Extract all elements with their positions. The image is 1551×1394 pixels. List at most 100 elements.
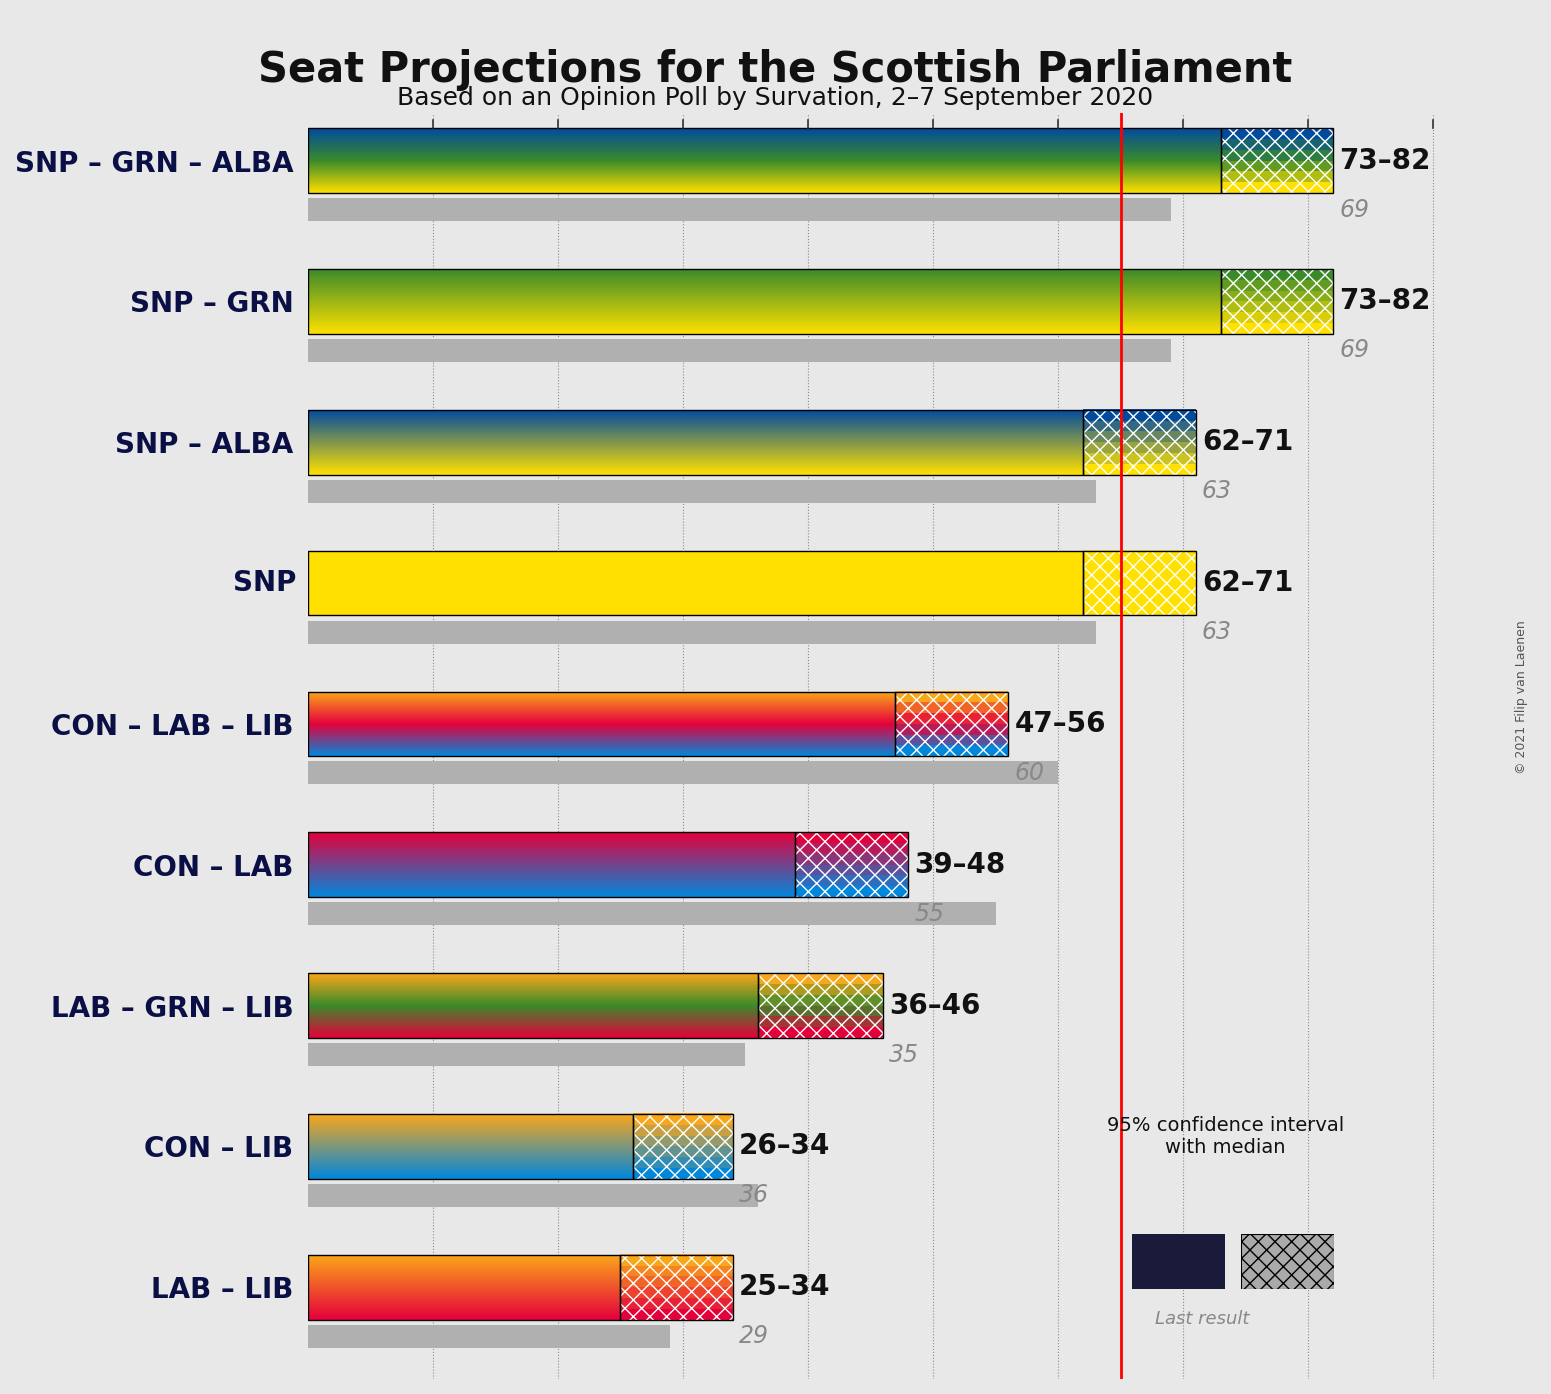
Bar [1083, 442, 1196, 453]
Bar [620, 1298, 734, 1309]
Bar [796, 842, 907, 855]
Bar [1083, 594, 1196, 605]
Text: 62–71: 62–71 [1202, 569, 1294, 597]
Bar [1221, 279, 1334, 290]
Bar [796, 832, 907, 843]
Bar [633, 1114, 734, 1179]
Text: 63: 63 [1202, 480, 1231, 503]
Bar [633, 1125, 734, 1136]
Bar [1221, 301, 1334, 312]
Bar [1083, 431, 1196, 442]
Bar [1221, 269, 1334, 333]
Bar [895, 691, 1008, 703]
Bar [1083, 551, 1196, 615]
Bar [1083, 604, 1196, 615]
Bar [307, 691, 895, 756]
Bar [1083, 551, 1196, 562]
Bar [1221, 128, 1334, 139]
Bar [1083, 420, 1196, 432]
Bar [1083, 572, 1196, 583]
Bar [620, 1255, 734, 1266]
Bar [307, 198, 1171, 222]
Text: SNP: SNP [233, 569, 296, 597]
Text: 95% confidence interval
with median: 95% confidence interval with median [1107, 1115, 1343, 1157]
Bar [895, 712, 1008, 723]
Text: © 2021 Filip van Laenen: © 2021 Filip van Laenen [1515, 620, 1528, 774]
Bar [307, 1114, 633, 1179]
Bar [895, 701, 1008, 714]
Text: 73–82: 73–82 [1340, 287, 1432, 315]
Bar [895, 744, 1008, 756]
Bar [620, 1287, 734, 1298]
Bar [1083, 463, 1196, 474]
Bar [1221, 181, 1334, 192]
Bar [633, 1114, 734, 1125]
Text: 29: 29 [740, 1324, 769, 1348]
Bar [796, 864, 907, 875]
Bar [758, 973, 883, 984]
Text: Based on an Opinion Poll by Survation, 2–7 September 2020: Based on an Opinion Poll by Survation, 2… [397, 86, 1154, 110]
Text: 55: 55 [914, 902, 945, 926]
Bar [307, 1043, 746, 1066]
Bar [307, 973, 758, 1039]
Bar [1083, 410, 1196, 474]
Bar [758, 1026, 883, 1039]
Bar [620, 1255, 734, 1320]
Bar [307, 832, 796, 898]
Bar [307, 1184, 758, 1207]
Bar [1221, 138, 1334, 149]
Text: 47–56: 47–56 [1014, 710, 1106, 737]
Text: 63: 63 [1202, 620, 1231, 644]
Bar [620, 1308, 734, 1320]
Text: 36: 36 [740, 1184, 769, 1207]
Text: 69: 69 [1340, 339, 1370, 362]
Bar [633, 1146, 734, 1157]
Bar [307, 128, 1221, 192]
Bar [633, 1157, 734, 1168]
Bar [796, 853, 907, 864]
Text: 69: 69 [1340, 198, 1370, 222]
Bar [1221, 269, 1334, 333]
Bar [758, 973, 883, 1039]
Bar [1083, 560, 1196, 573]
Bar [1221, 322, 1334, 333]
Text: 60: 60 [1014, 761, 1044, 785]
Bar [633, 1114, 734, 1179]
Bar [620, 1266, 734, 1277]
Bar [307, 269, 1221, 333]
Bar [1221, 128, 1334, 192]
Bar [758, 983, 883, 995]
Bar [1221, 290, 1334, 301]
Bar [633, 1167, 734, 1179]
Bar [307, 620, 1095, 644]
Text: 39–48: 39–48 [914, 850, 1005, 878]
Bar [895, 691, 1008, 756]
Bar [895, 723, 1008, 735]
Bar [1221, 269, 1334, 280]
Bar [758, 973, 883, 1039]
Bar [758, 1016, 883, 1027]
Text: 73–82: 73–82 [1340, 146, 1432, 174]
Bar [307, 410, 1083, 474]
Bar [307, 480, 1095, 503]
Bar [796, 875, 907, 887]
Text: 25–34: 25–34 [740, 1273, 831, 1301]
Bar [307, 902, 996, 926]
Text: Seat Projections for the Scottish Parliament: Seat Projections for the Scottish Parlia… [259, 49, 1292, 91]
Bar [758, 994, 883, 1005]
Bar [1221, 149, 1334, 160]
Text: Last result: Last result [1155, 1310, 1249, 1328]
Bar [620, 1276, 734, 1287]
Bar [307, 551, 1083, 615]
Bar [1083, 453, 1196, 464]
Bar [895, 735, 1008, 746]
Bar [307, 339, 1171, 362]
Bar [796, 885, 907, 898]
Bar [1083, 410, 1196, 421]
Bar [633, 1135, 734, 1146]
Bar [1221, 171, 1334, 183]
Bar [1083, 551, 1196, 615]
Bar [1221, 160, 1334, 171]
Bar [1221, 312, 1334, 323]
Bar [307, 761, 1058, 785]
